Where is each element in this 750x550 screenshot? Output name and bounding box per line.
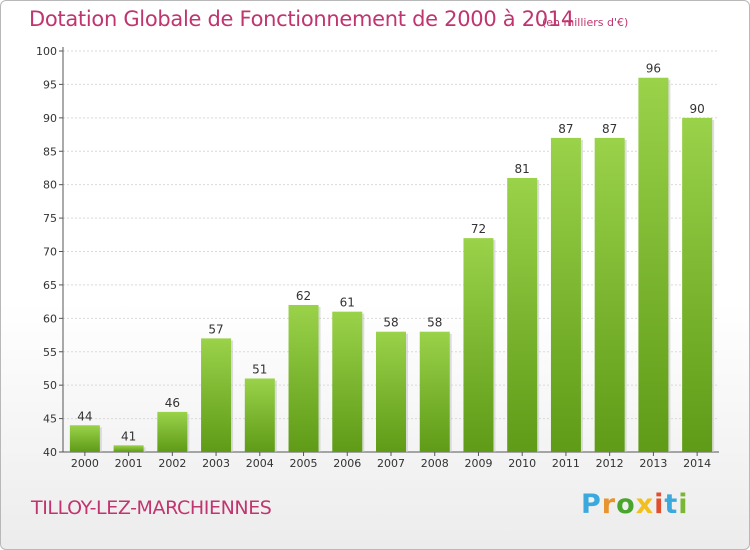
x-tick-label-2013: 2013 bbox=[639, 457, 667, 470]
data-label-2003: 57 bbox=[208, 322, 223, 336]
y-tick-label: 70 bbox=[43, 246, 57, 259]
bar-2006 bbox=[332, 311, 363, 452]
data-label-2014: 90 bbox=[689, 102, 704, 116]
data-label-2004: 51 bbox=[252, 362, 267, 376]
x-tick-label-2005: 2005 bbox=[290, 457, 318, 470]
bar-2004 bbox=[244, 378, 275, 452]
data-label-2007: 58 bbox=[383, 316, 398, 330]
chart-title: Dotation Globale de Fonctionnement de 20… bbox=[29, 7, 574, 31]
bar-2008 bbox=[419, 331, 450, 452]
logo-letter: i bbox=[678, 489, 689, 520]
x-tick-label-2003: 2003 bbox=[202, 457, 230, 470]
data-label-2010: 81 bbox=[515, 162, 530, 176]
y-tick-label: 40 bbox=[43, 446, 57, 459]
data-label-2012: 87 bbox=[602, 122, 617, 136]
logo-letter: o bbox=[616, 489, 636, 520]
bar-2012 bbox=[594, 137, 625, 452]
x-tick-label-2000: 2000 bbox=[71, 457, 99, 470]
bar-chart: 40 45 50 55 60 65 70 75 80 85 90 95 100 44 2000 41 2001 4… bbox=[36, 45, 719, 470]
data-label-2008: 58 bbox=[427, 316, 442, 330]
data-label-2002: 46 bbox=[165, 396, 180, 410]
y-tick-label: 95 bbox=[43, 78, 57, 91]
y-tick-label: 90 bbox=[43, 112, 57, 125]
bar-2007 bbox=[376, 331, 406, 452]
bar-2009 bbox=[463, 238, 494, 452]
y-tick-label: 75 bbox=[43, 212, 57, 225]
x-tick-label-2002: 2002 bbox=[158, 457, 186, 470]
bar-2011 bbox=[550, 137, 581, 452]
x-tick-label-2014: 2014 bbox=[683, 457, 711, 470]
y-tick-label: 100 bbox=[36, 45, 57, 58]
bar-2014 bbox=[682, 117, 713, 452]
data-label-2000: 44 bbox=[77, 409, 92, 423]
bar-2010 bbox=[507, 177, 538, 452]
y-tick-label: 55 bbox=[43, 346, 57, 359]
bar-2003 bbox=[201, 338, 232, 452]
y-tick-label: 45 bbox=[43, 413, 57, 426]
x-tick-label-2004: 2004 bbox=[246, 457, 274, 470]
data-label-2009: 72 bbox=[471, 222, 486, 236]
data-label-2013: 96 bbox=[646, 62, 661, 76]
logo-letter: x bbox=[635, 489, 655, 520]
bar-2005 bbox=[288, 304, 319, 452]
x-tick-label-2001: 2001 bbox=[115, 457, 143, 470]
y-tick-label: 65 bbox=[43, 279, 57, 292]
x-tick-label-2007: 2007 bbox=[377, 457, 405, 470]
y-tick-label: 50 bbox=[43, 379, 57, 392]
proxiti-logo: Proxiti bbox=[581, 489, 689, 520]
bar-2013 bbox=[638, 77, 669, 452]
data-label-2006: 61 bbox=[340, 296, 355, 310]
logo-letter: i bbox=[654, 489, 665, 520]
y-tick-label: 85 bbox=[43, 145, 57, 158]
chart-subtitle: (en milliers d'€) bbox=[542, 16, 629, 29]
bar-2000 bbox=[69, 425, 100, 452]
data-label-2005: 62 bbox=[296, 289, 311, 303]
y-tick-label: 80 bbox=[43, 179, 57, 192]
y-tick-label: 60 bbox=[43, 312, 57, 325]
commune-name: TILLOY-LEZ-MARCHIENNES bbox=[31, 497, 272, 519]
x-tick-label-2006: 2006 bbox=[333, 457, 361, 470]
x-tick-label-2011: 2011 bbox=[552, 457, 580, 470]
data-label-2011: 87 bbox=[558, 122, 573, 136]
bar-2002 bbox=[157, 411, 188, 452]
logo-letter: P bbox=[581, 489, 602, 520]
x-tick-label-2012: 2012 bbox=[596, 457, 624, 470]
data-label-2001: 41 bbox=[121, 429, 136, 443]
bar-2001 bbox=[113, 445, 144, 452]
x-tick-label-2010: 2010 bbox=[508, 457, 536, 470]
logo-letter: t bbox=[664, 489, 679, 520]
logo-letter: r bbox=[601, 489, 617, 520]
x-tick-label-2009: 2009 bbox=[464, 457, 492, 470]
x-tick-label-2008: 2008 bbox=[421, 457, 449, 470]
